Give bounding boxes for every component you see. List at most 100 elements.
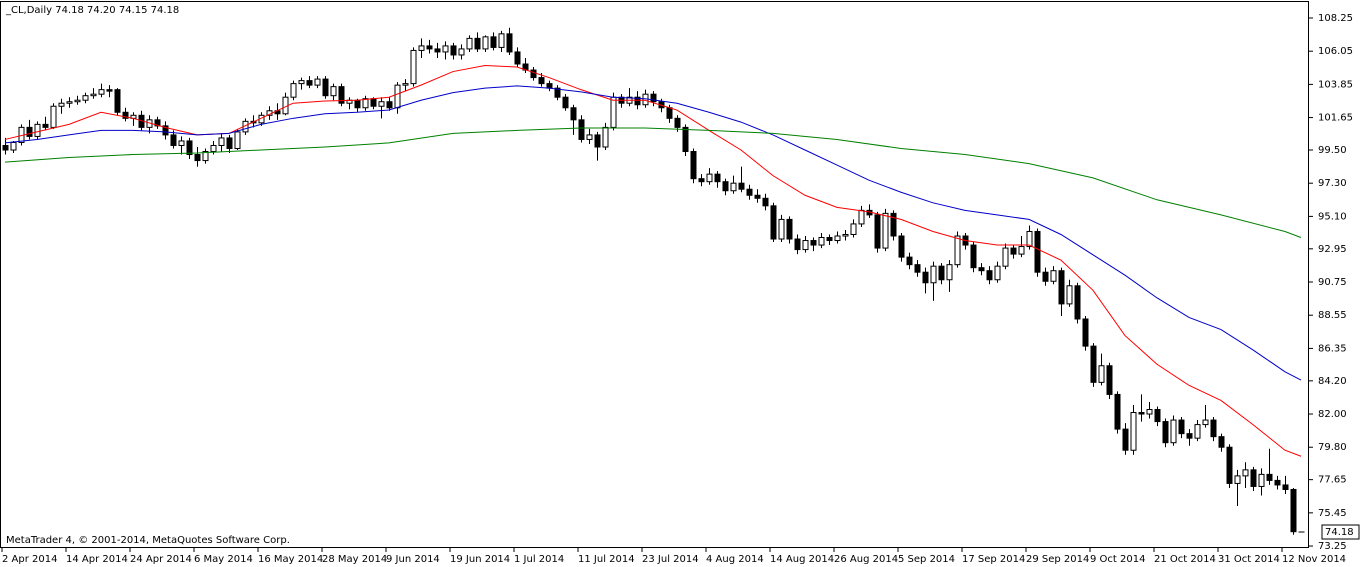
candle-body <box>802 240 809 251</box>
candle-body <box>1034 230 1041 273</box>
candle-body <box>754 194 761 199</box>
x-tick-label: 11 Jul 2014 <box>578 554 635 565</box>
x-tick-label: 28 May 2014 <box>322 554 387 565</box>
candle-body <box>322 78 329 97</box>
y-tick-label: 86.35 <box>1318 343 1347 354</box>
x-tick-label: 5 Sep 2014 <box>898 554 955 565</box>
candle-body <box>1154 409 1161 423</box>
candle-body <box>42 123 49 128</box>
y-tick-label: 77.65 <box>1318 475 1347 486</box>
candle-body <box>98 89 105 95</box>
candle-body <box>562 96 569 109</box>
candle-body <box>58 102 65 107</box>
candle-body <box>818 237 825 246</box>
candle-body <box>330 86 337 97</box>
candle-body <box>362 98 369 109</box>
candle-body <box>1138 412 1145 415</box>
candle-body <box>338 86 345 104</box>
candle-body <box>530 69 537 79</box>
candle-body <box>370 98 377 107</box>
candle-body <box>306 80 313 86</box>
candle-body <box>1258 473 1265 487</box>
x-tick-label: 23 Jul 2014 <box>642 554 699 565</box>
candle-body <box>226 137 233 149</box>
candle-body <box>1234 475 1241 484</box>
x-tick-label: 12 Nov 2014 <box>1282 554 1346 565</box>
x-tick-label: 9 Oct 2014 <box>1090 554 1145 565</box>
candle-body <box>602 126 609 148</box>
candle-body <box>1010 247 1017 255</box>
candle-body <box>34 123 41 137</box>
y-tick-label: 106.05 <box>1318 46 1353 57</box>
price-box <box>1321 524 1360 540</box>
x-tick-label: 6 May 2014 <box>194 554 253 565</box>
candle-body <box>498 33 505 48</box>
candle-body <box>298 80 305 85</box>
candle-body <box>538 77 545 85</box>
candle-body <box>386 101 393 109</box>
candle-body <box>1042 271 1049 282</box>
candle-body <box>922 271 929 284</box>
candle-body <box>1274 479 1281 486</box>
candle-body <box>1106 365 1113 395</box>
x-tick-label: 9 Jun 2014 <box>386 554 440 565</box>
candle-body <box>410 49 417 85</box>
chart-title: _CL,Daily 74.18 74.20 74.15 74.18 <box>5 5 179 16</box>
candle-body <box>890 212 897 237</box>
candle-body <box>738 182 745 190</box>
candle-body <box>714 173 721 183</box>
candle-body <box>578 119 585 140</box>
candle-body <box>202 151 209 162</box>
x-tick-label: 14 Apr 2014 <box>66 554 128 565</box>
candle-body <box>1146 409 1153 415</box>
candle-body <box>1090 345 1097 383</box>
candle-body <box>994 265 1001 281</box>
candle-body <box>154 119 161 127</box>
candle-body <box>730 182 737 192</box>
candle-body <box>1058 270 1065 305</box>
candle-body <box>474 37 481 50</box>
candle-body <box>10 141 17 151</box>
candle-body <box>1066 285 1073 305</box>
candle-body <box>1242 469 1249 477</box>
candle-body <box>466 37 473 50</box>
candle-body <box>970 244 977 269</box>
x-tick-label: 4 Aug 2014 <box>706 554 764 565</box>
candle-body <box>946 264 953 281</box>
candle-body <box>650 93 657 103</box>
candle-body <box>794 238 801 251</box>
y-tick-label: 75.45 <box>1318 508 1347 519</box>
y-tick-label: 90.75 <box>1318 277 1347 288</box>
candle-body <box>1050 270 1057 282</box>
candle-body <box>442 45 449 53</box>
x-tick-label: 14 Aug 2014 <box>770 554 834 565</box>
candle-body <box>978 267 985 272</box>
candle-body <box>1114 393 1121 430</box>
candle-body <box>1178 419 1185 435</box>
candle-body <box>90 93 97 97</box>
candle-body <box>762 197 769 207</box>
candle-body <box>178 140 185 146</box>
x-tick-label: 2 Apr 2014 <box>2 554 57 565</box>
plot-frame <box>0 1 1309 548</box>
candle-body <box>186 140 193 156</box>
candle-body <box>1290 488 1297 533</box>
candle-body <box>850 223 857 235</box>
candle-body <box>234 131 241 149</box>
x-tick-label: 1 Jul 2014 <box>514 554 564 565</box>
candle-body <box>610 96 617 128</box>
price-label: 74.18 <box>1325 527 1354 538</box>
candle-body <box>858 209 865 225</box>
candle-body <box>74 99 81 103</box>
candle-body <box>482 36 489 50</box>
candle-body <box>810 240 817 246</box>
candle-body <box>1210 419 1217 438</box>
candle-body <box>1186 433 1193 439</box>
candle-body <box>1082 318 1089 347</box>
candle-body <box>1170 419 1177 444</box>
candle-body <box>906 256 913 266</box>
candle-body <box>938 265 945 281</box>
candle-body <box>314 78 321 86</box>
